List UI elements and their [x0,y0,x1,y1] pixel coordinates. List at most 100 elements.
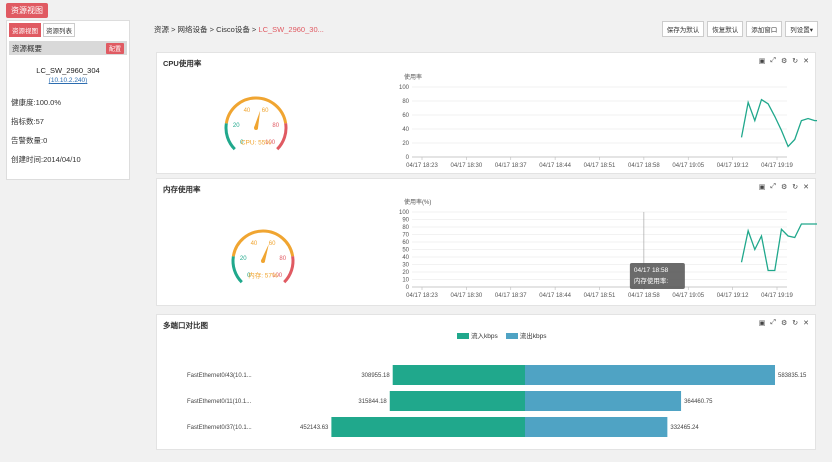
save-default-button[interactable]: 保存为默认 [661,21,705,37]
port-bar-in [392,365,525,385]
mem-gauge-arc-green [231,256,243,284]
export-icon[interactable]: ▣ [758,320,766,327]
cpu-series-line [740,98,817,148]
cpu-xtick: 04/17 18:44 [539,163,571,169]
alarm-count: 告警数量:0 [11,136,48,145]
cpu-xtick: 04/17 18:23 [406,163,438,169]
port-category-label: FastEthernet0/43(10.1... [187,373,252,379]
cpu-ytick: 20 [402,141,409,147]
port-category-label: FastEthernet0/37(10.1... [187,425,252,431]
close-icon[interactable]: ✕ [803,184,809,191]
left-panel: 资源视图 资源列表 资源概要 配置 LC_SW_2960_304 (10.10.… [6,20,130,180]
cpu-xtick: 04/17 18:58 [628,163,660,169]
mem-ytick: 0 [406,285,410,291]
mem-ylabel: 使用率(%) [404,198,431,206]
restore-default-button[interactable]: 恢复默认 [707,21,744,37]
cpu-gauge-tick: 60 [262,108,269,114]
legend-out[interactable]: 流出kbps [505,330,546,340]
mem-ytick: 30 [402,263,409,269]
refresh-icon[interactable]: ↻ [792,320,799,327]
device-ip-link[interactable]: (10.10.2.240) [48,77,88,84]
device-ip[interactable]: 10.10.2.240 [50,77,86,84]
port-bar-in [331,417,525,437]
tab-resource-list[interactable]: 资源列表 [43,23,75,37]
mem-gauge-tick: 40 [251,241,258,247]
health-text: 健康度:100.0% [11,98,62,107]
gear-icon[interactable]: ⚙ [780,58,788,65]
cpu-ytick: 40 [402,127,409,133]
mem-gauge-tick: 100 [272,273,283,279]
mem-xtick: 04/17 18:51 [584,293,616,299]
mem-xtick: 04/17 18:58 [628,293,660,299]
cpu-ylabel: 使用率 [404,73,422,81]
refresh-icon[interactable]: ↻ [792,184,799,191]
cpu-gauge-tick: 80 [272,123,279,129]
mem-tooltip-time: 04/17 18:58 [634,267,669,274]
ports-legend: 流入kbps 流出kbps [457,330,546,340]
resource-view-tag[interactable]: 资源视图 [6,3,48,18]
mem-ytick: 60 [402,240,409,246]
cpu-gauge-tick: 40 [244,108,251,114]
cpu-gauge-tick: 20 [233,123,240,129]
port-label-in: 315844.18 [358,399,387,405]
resource-summary-header: 资源概要 配置 [9,41,127,55]
close-icon[interactable]: ✕ [803,58,809,65]
mem-tooltip-box [629,263,685,289]
main-area: 资源 > 网络设备 > Cisco设备 > LC_SW_2960_30... 保… [150,20,822,460]
refresh-icon[interactable]: ↻ [792,58,799,65]
mem-xtick: 04/17 18:23 [406,293,438,299]
ports-panel: 多端口对比图 ▣ ⤢ ⚙ ↻ ✕ 流入kbps 流出kbps FastEther… [156,314,816,450]
port-label-out: 583835.15 [778,373,807,379]
breadcrumb: 资源 > 网络设备 > Cisco设备 > LC_SW_2960_30... [154,24,324,35]
mem-xtick: 04/17 18:30 [451,293,483,299]
port-bar-in [389,391,525,411]
cpu-xtick: 04/17 19:19 [761,163,793,169]
gear-icon[interactable]: ⚙ [780,184,788,191]
port-bar-out [525,365,775,385]
device-name: LC_SW_2960_304 [36,66,100,75]
cpu-panel: CPU使用率 ▣ ⤢ ⚙ ↻ ✕ 0 20 40 60 80 100 CPU: 55% 使用率… [156,52,817,174]
mem-ytick: 90 [402,218,409,224]
mem-gauge-tick: 20 [240,256,247,262]
cpu-gauge-tick: 0 [240,140,244,146]
cpu-ytick: 0 [406,155,410,161]
breadcrumb-path[interactable]: 资源 > 网络设备 > Cisco设备 > [154,24,259,34]
memory-panel-icons: ▣ ⤢ ⚙ ↻ ✕ [759,183,809,191]
mem-xtick: 04/17 19:19 [761,293,793,299]
expand-icon[interactable]: ⤢ [770,57,776,64]
cpu-gauge-arc-orange [224,96,288,124]
column-settings-button[interactable]: 列设置▾ [785,21,818,37]
port-category-label: FastEthernet0/11(10.1... [187,399,252,405]
cpu-xtick: 04/17 18:37 [495,163,527,169]
ports-chart: FastEthernet0/43(10.1... 308955.18 583835.… [187,365,807,437]
port-label-out: 364460.75 [684,399,713,405]
expand-icon[interactable]: ⤢ [770,319,776,326]
cpu-panel-title: CPU使用率 [163,59,202,68]
export-icon[interactable]: ▣ [758,58,766,65]
mem-xtick: 04/17 18:44 [539,293,571,299]
left-tabs: 资源视图 资源列表 [7,21,129,39]
add-window-button[interactable]: 添加窗口 [746,21,783,37]
breadcrumb-current: LC_SW_2960_30... [258,24,324,34]
config-button[interactable]: 配置 [105,42,124,54]
expand-icon[interactable]: ⤢ [770,183,776,190]
indicator-count: 指标数:57 [11,117,44,126]
cpu-xtick: 04/17 19:05 [672,163,704,169]
cpu-panel-icons: ▣ ⤢ ⚙ ↻ ✕ [759,57,809,65]
legend-in[interactable]: 流入kbps [457,330,498,340]
resource-summary-title: 资源概要 [12,43,42,53]
mem-tooltip-label: 内存使用率: [634,276,669,285]
mem-gauge-tick: 60 [269,241,276,247]
gear-icon[interactable]: ⚙ [780,320,788,327]
cpu-gauge-arc-red [276,123,288,151]
toolbar: 保存为默认 恢复默认 添加窗口 列设置▾ [661,21,818,37]
cpu-ytick: 100 [399,85,410,91]
mem-ytick: 20 [402,270,409,276]
mem-gauge-arc-red [283,256,295,284]
cpu-ytick: 80 [402,99,409,105]
close-icon[interactable]: ✕ [803,320,809,327]
tab-resource-view[interactable]: 资源视图 [9,23,41,37]
export-icon[interactable]: ▣ [758,184,766,191]
cpu-xtick: 04/17 18:51 [584,163,616,169]
mem-series-line [740,223,817,272]
